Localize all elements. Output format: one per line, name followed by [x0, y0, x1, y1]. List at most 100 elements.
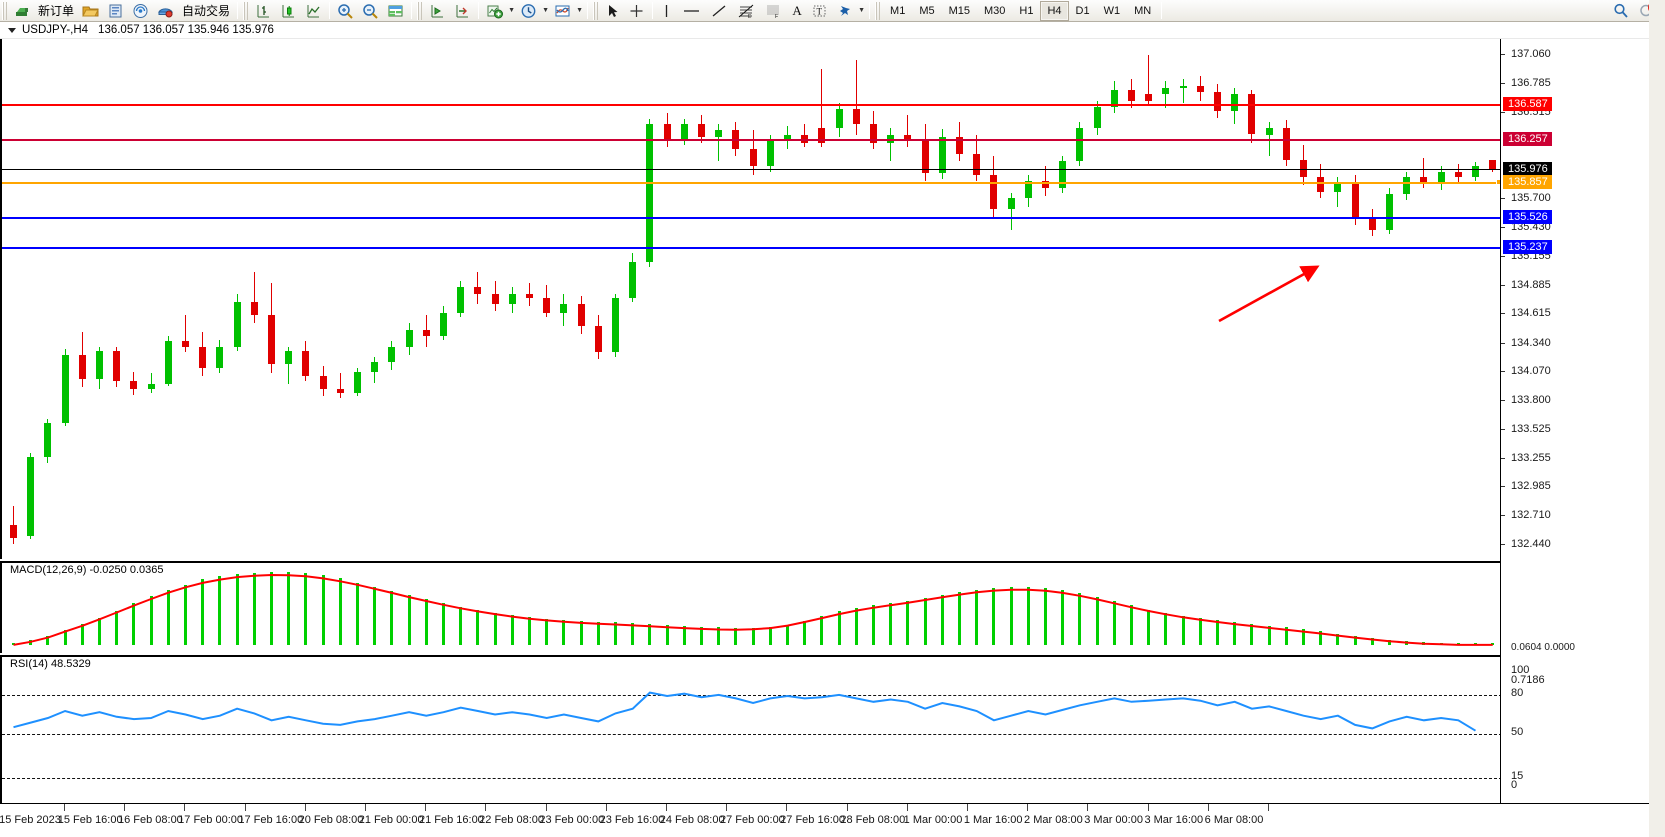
candle-body	[1145, 94, 1153, 101]
indicators-dropdown-arrow-icon[interactable]: ▼	[508, 7, 515, 14]
time-label: 1 Mar 00:00	[903, 814, 963, 826]
time-label: 17 Feb 16:00	[238, 814, 304, 826]
macd-histogram-bar	[304, 573, 308, 645]
grid-icon[interactable]	[383, 1, 408, 21]
zoom-out-icon[interactable]	[358, 1, 383, 21]
macd-histogram-bar	[321, 575, 325, 645]
support-line[interactable]	[2, 216, 1502, 219]
timeframe-group: M1 M5 M15 M30 H1 H4 D1 W1 MN	[883, 0, 1158, 21]
terminal-icon[interactable]	[103, 1, 128, 21]
macd-histogram-bar	[837, 610, 841, 645]
candlestick-chart-icon[interactable]	[276, 1, 301, 21]
time-label: 23 Feb 16:00	[599, 814, 665, 826]
signal-icon[interactable]	[128, 1, 153, 21]
price-axis-tags: 136.587 136.257 135.976 135.857 135.526 135.2…	[1501, 39, 1665, 803]
text-label-icon[interactable]: T	[807, 1, 832, 21]
macd-histogram-bar	[1095, 597, 1099, 645]
macd-histogram-bar	[390, 590, 394, 645]
toolbar-grip[interactable]	[2, 1, 8, 20]
timeframe-m1[interactable]: M1	[890, 4, 906, 17]
templates-dropdown-arrow-icon[interactable]: ▼	[576, 7, 583, 14]
price-tick	[1501, 457, 1505, 459]
chart-menu-caret-icon[interactable]	[8, 27, 16, 33]
candle-wick	[1045, 166, 1046, 197]
time-label: 27 Feb 00:00	[719, 814, 785, 826]
candle-body	[1403, 176, 1411, 194]
price-tick-label: 132.440	[1511, 538, 1551, 551]
fibo-icon[interactable]: E	[733, 1, 760, 21]
bid-line[interactable]	[2, 181, 1502, 184]
candle-wick	[890, 128, 892, 162]
search-icon[interactable]	[1608, 1, 1634, 21]
toolbar-divider-3	[411, 2, 413, 19]
toolbar-divider	[237, 2, 239, 19]
shapes-icon[interactable]	[832, 1, 857, 21]
timeframe-w1[interactable]: W1	[1103, 4, 1121, 17]
text-icon[interactable]: A	[792, 2, 802, 18]
zoom-in-icon[interactable]	[333, 1, 358, 21]
line-chart-icon[interactable]	[301, 1, 326, 21]
resistance-line[interactable]	[2, 139, 1502, 142]
time-label: 23 Feb 00:00	[539, 814, 605, 826]
new-order-label[interactable]: 新订单	[38, 4, 75, 18]
cursor-icon[interactable]	[601, 1, 624, 21]
candle-body	[388, 346, 396, 362]
time-tick	[425, 804, 427, 811]
toolbar-grip-5[interactable]	[875, 1, 882, 20]
candle-wick	[907, 115, 909, 148]
indicators-icon[interactable]	[482, 1, 507, 21]
shapes-dropdown-arrow-icon[interactable]: ▼	[858, 7, 865, 14]
price-tick	[1501, 226, 1505, 228]
crosshair-icon[interactable]	[624, 1, 649, 21]
timeframe-m30[interactable]: M30	[984, 4, 1006, 17]
folder-icon[interactable]	[78, 1, 103, 21]
bar-chart-icon[interactable]	[251, 1, 276, 21]
auto-trading-label[interactable]: 自动交易	[182, 4, 231, 18]
trendline-icon[interactable]	[706, 1, 733, 21]
timeframe-mn[interactable]: MN	[1134, 4, 1152, 17]
vertical-scrollbar[interactable]	[1649, 0, 1665, 837]
toolbar-divider-7	[869, 2, 871, 19]
vertical-line-icon[interactable]	[656, 1, 677, 21]
support-line[interactable]	[2, 247, 1502, 250]
macd-label: MACD(12,26,9) -0.0250 0.0365	[8, 564, 166, 576]
horizontal-line-icon[interactable]	[677, 1, 706, 21]
new-order-icon[interactable]	[10, 1, 34, 21]
time-label: 3 Mar 16:00	[1144, 814, 1204, 826]
candle-body	[147, 383, 155, 390]
toolbar-grip-3[interactable]	[417, 1, 424, 20]
macd-pane[interactable]: MACD(12,26,9) -0.0250 0.0365	[0, 561, 1500, 653]
rsi-pane[interactable]: RSI(14) 48.5329	[0, 655, 1502, 803]
candle-body	[887, 134, 895, 143]
timeframe-h4[interactable]: H4	[1040, 0, 1069, 21]
price-tick	[1501, 284, 1505, 286]
templates-icon[interactable]	[550, 1, 575, 21]
fibo-fan-icon[interactable]: F	[760, 1, 787, 21]
candle-body	[1162, 87, 1170, 95]
expert-advisor-icon[interactable]	[153, 1, 178, 21]
timeframe-m15[interactable]: M15	[948, 4, 970, 17]
candle-body	[285, 351, 293, 364]
price-axis[interactable]: 137.060 136.785 136.515 135.700 135.430 135.1…	[1500, 39, 1665, 803]
price-tick-label: 134.885	[1511, 278, 1551, 291]
price-chart-pane[interactable]	[0, 39, 1502, 559]
period-dropdown-arrow-icon[interactable]: ▼	[542, 7, 549, 14]
timeframe-m5[interactable]: M5	[919, 4, 935, 17]
auto-scroll-icon[interactable]	[450, 1, 475, 21]
time-axis[interactable]: 15 Feb 2023 15 Feb 16:00 16 Feb 08:00 17 Fe…	[0, 803, 1665, 837]
candle-body	[474, 287, 482, 294]
toolbar-grip-2[interactable]	[243, 1, 250, 20]
candle-body	[1265, 128, 1273, 135]
macd-histogram-bar	[218, 576, 222, 645]
toolbar-divider-2	[329, 2, 331, 19]
macd-histogram-bar	[1078, 593, 1082, 645]
last-price[interactable]	[2, 168, 1502, 170]
shift-end-icon[interactable]	[425, 1, 450, 21]
timeframe-h1[interactable]: H1	[1019, 4, 1034, 17]
timeframe-d1[interactable]: D1	[1075, 4, 1090, 17]
candle-body	[749, 149, 757, 167]
macd-histogram-bar	[1284, 627, 1288, 645]
period-icon[interactable]	[516, 1, 541, 21]
toolbar-grip-4[interactable]	[593, 1, 600, 20]
resistance-line[interactable]	[2, 104, 1502, 107]
